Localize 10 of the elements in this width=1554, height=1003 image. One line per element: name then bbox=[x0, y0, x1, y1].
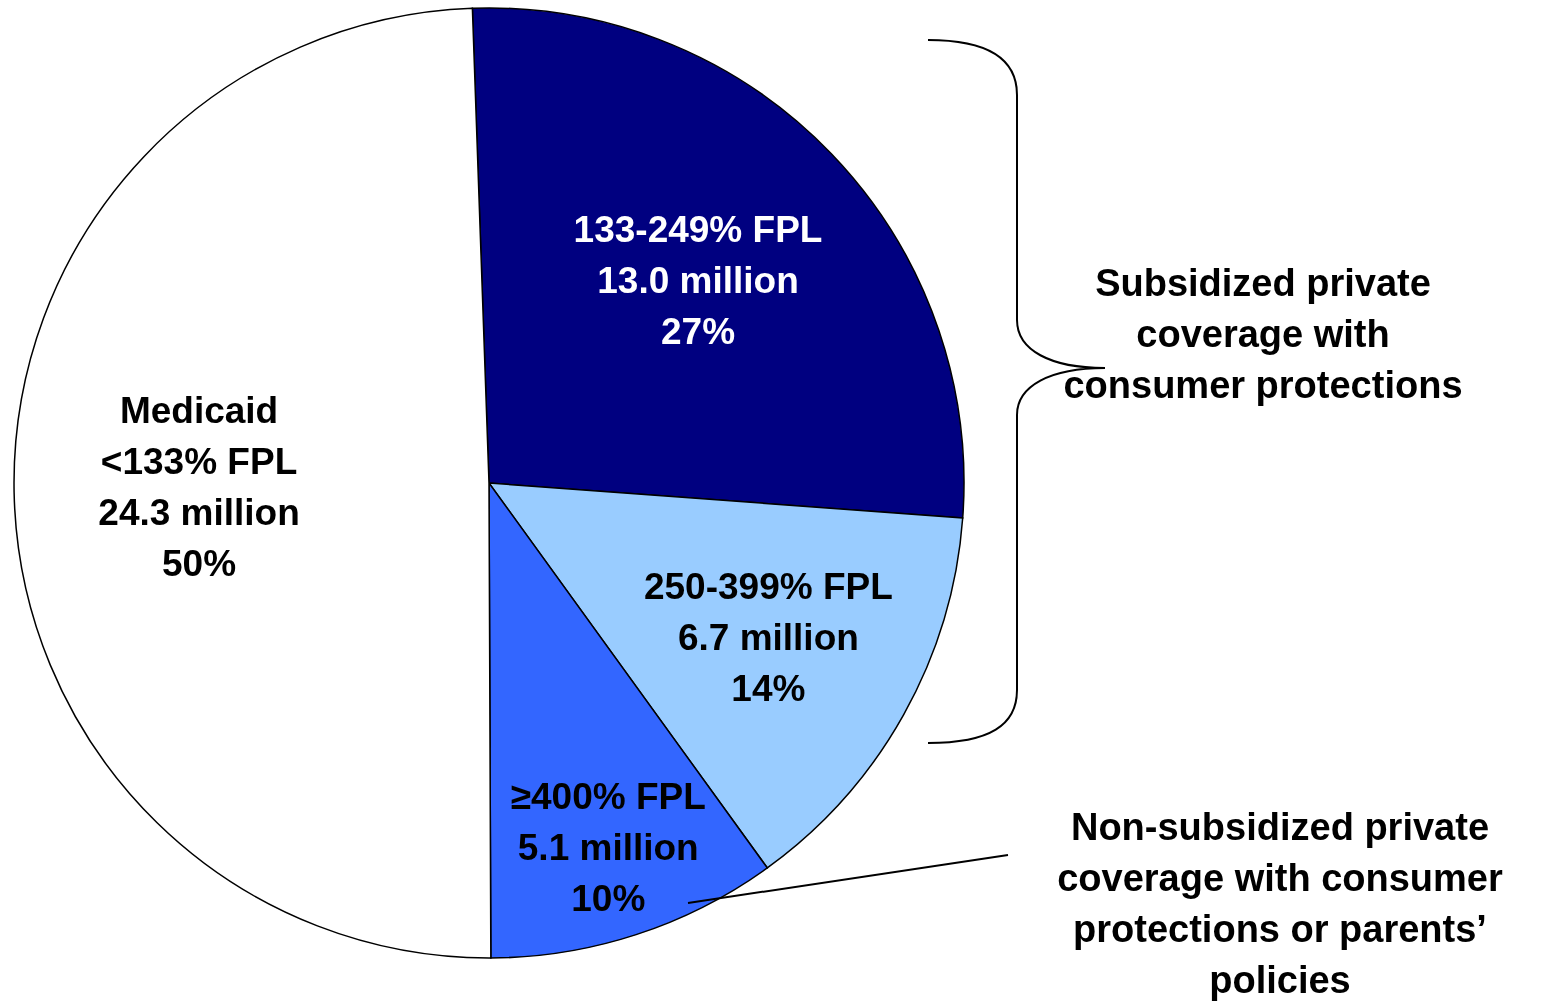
slice-label: 133-249% FPL 13.0 million bbox=[573, 208, 823, 301]
data-label: 14% bbox=[731, 668, 806, 710]
data-label: 10% bbox=[571, 878, 646, 920]
slice-label: Medicaid <133% FPL 24.3 million bbox=[98, 390, 300, 534]
data-label: 50% bbox=[162, 543, 237, 585]
data-label: 27% bbox=[660, 310, 736, 352]
slice-label: ≥400% FPL 5.1 million bbox=[510, 776, 706, 869]
text: Subsidized private coverage with consumer protections bbox=[1063, 261, 1463, 408]
slice-label: 250-399% FPL 6.7 million bbox=[643, 566, 893, 659]
text: Non-subsidized private coverage with consumer protections or parents’ policies bbox=[1056, 805, 1504, 1003]
